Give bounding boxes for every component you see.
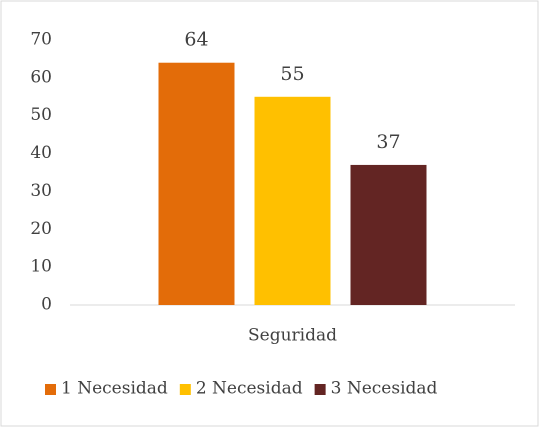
data-label: 37: [376, 131, 400, 153]
legend-label: 3 Necesidad: [331, 379, 438, 399]
y-tick-label: 70: [30, 30, 52, 50]
legend-swatch: [45, 384, 56, 395]
legend-swatch: [179, 384, 191, 395]
bar: [350, 164, 427, 305]
y-tick-label: 50: [30, 105, 52, 125]
y-tick-label: 10: [30, 257, 52, 277]
legend-label: 1 Necesidad: [61, 379, 168, 399]
data-label: 55: [280, 63, 304, 85]
legend-label: 2 Necesidad: [196, 379, 303, 399]
y-tick-label: 30: [30, 181, 52, 201]
y-tick-label: 0: [41, 295, 52, 315]
y-tick-label: 20: [30, 219, 52, 239]
legend-swatch: [314, 384, 326, 395]
data-label: 64: [184, 29, 208, 51]
x-tick-label: Seguridad: [248, 326, 337, 346]
y-tick-label: 60: [30, 67, 52, 87]
y-tick-label: 40: [30, 143, 52, 163]
bar: [254, 96, 331, 306]
bar: [158, 62, 235, 305]
